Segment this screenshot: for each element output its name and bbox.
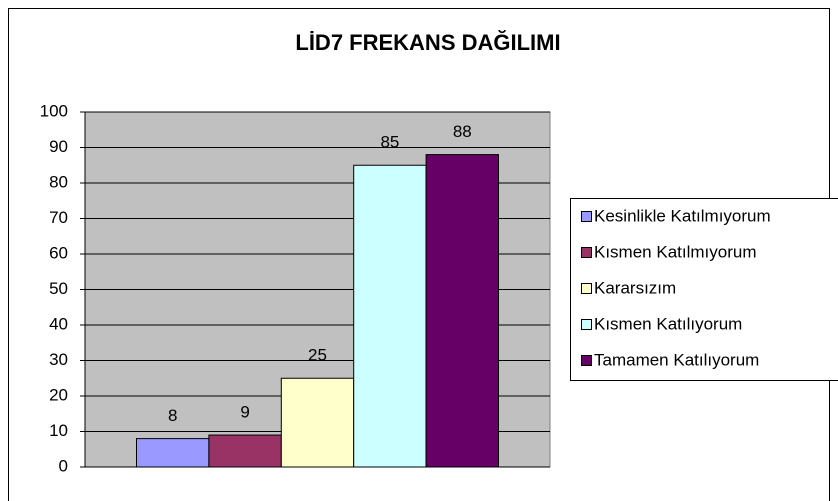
- legend-swatch: [581, 283, 592, 294]
- bar: [280, 377, 355, 468]
- data-label: 9: [240, 403, 249, 422]
- legend-label: Kısmen Katılmıyorum: [594, 242, 757, 261]
- y-tick-label: 10: [49, 421, 68, 440]
- y-tick-label: 80: [49, 172, 68, 191]
- legend-label: Tamamen Katılıyorum: [594, 350, 759, 369]
- legend-label: Kesinlikle Katılmıyorum: [594, 206, 771, 225]
- y-tick-label: 20: [49, 385, 68, 404]
- y-tick-label: 0: [59, 456, 68, 475]
- bar: [208, 434, 282, 468]
- legend-label: Kararsızım: [594, 278, 676, 297]
- legend-label: Kısmen Katılıyorum: [594, 314, 742, 333]
- y-tick-label: 30: [49, 350, 68, 369]
- legend-swatch: [581, 355, 592, 366]
- bar: [425, 154, 500, 468]
- bar: [353, 164, 427, 468]
- chart-title: LİD7 FREKANS DAĞILIMI: [295, 30, 560, 55]
- data-label: 88: [453, 122, 472, 141]
- y-tick-label: 60: [49, 243, 68, 262]
- legend-swatch: [581, 247, 592, 258]
- data-label: 8: [168, 406, 177, 425]
- legend-swatch: [581, 211, 592, 222]
- y-tick-label: 40: [49, 314, 68, 333]
- legend: [570, 198, 838, 381]
- y-tick-label: 90: [49, 137, 68, 156]
- data-label: 25: [308, 346, 327, 365]
- data-label: 85: [380, 133, 399, 152]
- y-tick-label: 50: [49, 279, 68, 298]
- legend-swatch: [581, 319, 592, 330]
- bar: [136, 438, 210, 468]
- y-tick-label: 70: [49, 208, 68, 227]
- y-tick-label: 100: [40, 101, 68, 120]
